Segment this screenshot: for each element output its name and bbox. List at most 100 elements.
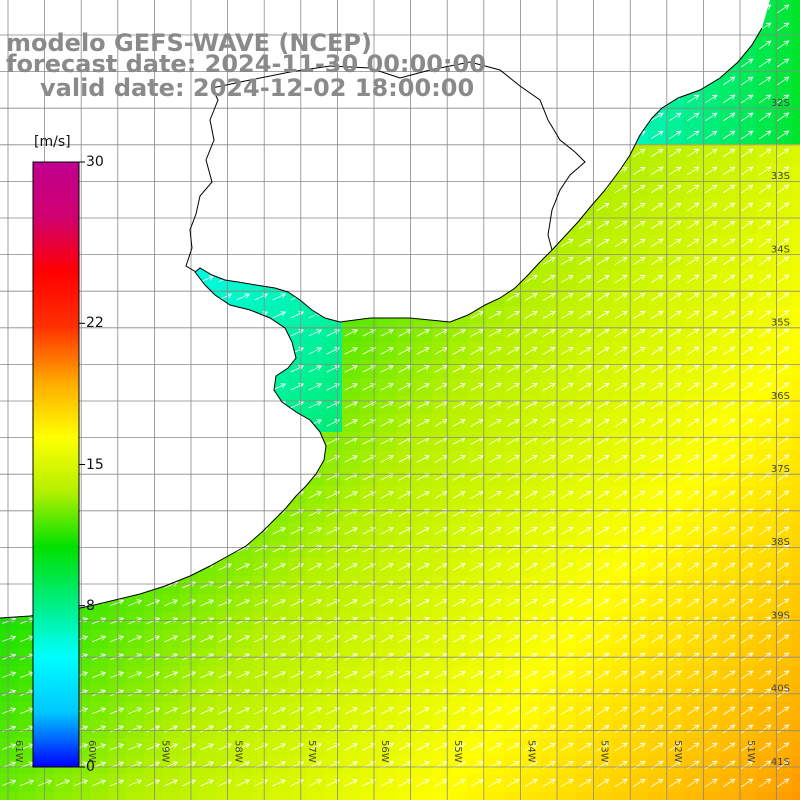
wind-arrow: [524, 779, 538, 787]
wind-speed-cell: [792, 126, 800, 144]
wind-arrow: [614, 670, 628, 680]
wind-arrow: [758, 202, 772, 212]
wind-arrow: [722, 634, 736, 644]
wind-arrow: [542, 671, 556, 679]
wind-arrow: [542, 491, 556, 499]
wind-arrow: [92, 635, 107, 642]
wind-arrow: [110, 743, 125, 751]
wind-arrow: [506, 779, 520, 787]
wind-arrow: [218, 725, 233, 733]
wind-speed-cell: [450, 792, 468, 800]
wind-speed-cell: [792, 360, 800, 378]
wind-arrow: [200, 275, 215, 283]
wind-speed-cell: [486, 792, 504, 800]
wind-arrow: [632, 544, 646, 554]
wind-arrow: [686, 220, 700, 230]
longitude-label: 57W: [306, 740, 317, 763]
wind-arrow: [218, 689, 233, 697]
wind-arrow: [110, 599, 125, 607]
wind-arrow: [758, 310, 772, 320]
wind-arrow: [578, 256, 592, 265]
wind-arrow: [398, 689, 412, 697]
wind-arrow: [416, 599, 430, 607]
wind-arrow: [722, 490, 736, 500]
wind-arrow: [704, 112, 718, 122]
wind-arrow: [290, 743, 305, 751]
wind-arrow: [506, 545, 520, 553]
wind-arrow: [290, 635, 305, 643]
wind-arrow: [272, 635, 287, 643]
wind-arrow: [668, 130, 682, 140]
wind-arrow: [704, 526, 718, 536]
wind-arrow: [650, 112, 664, 122]
wind-arrow: [542, 725, 556, 733]
wind-arrow: [524, 563, 538, 571]
wind-arrow: [236, 671, 251, 679]
wind-arrow: [740, 238, 754, 248]
wind-arrow: [272, 527, 287, 535]
wind-arrow: [416, 725, 430, 733]
wind-arrow: [308, 743, 323, 751]
wind-arrow: [596, 220, 610, 229]
wind-arrow: [200, 725, 215, 733]
wind-arrow: [740, 634, 754, 644]
wind-arrow: [308, 491, 323, 499]
wind-arrow: [218, 779, 233, 787]
wind-arrow: [506, 311, 520, 319]
colorbar-tick-label: 30: [86, 154, 104, 170]
wind-arrow: [740, 220, 754, 230]
wind-arrow: [650, 274, 664, 284]
wind-arrow: [488, 383, 502, 391]
wind-arrow: [416, 545, 430, 553]
wind-arrow: [722, 706, 736, 716]
wind-arrow: [722, 310, 736, 320]
wind-arrow: [596, 292, 610, 301]
wind-arrow: [524, 473, 538, 481]
wind-arrow: [704, 562, 718, 572]
wind-arrow: [777, 724, 790, 734]
wind-arrow: [290, 779, 305, 787]
wind-arrow: [164, 743, 179, 751]
wind-arrow: [740, 256, 754, 266]
wind-arrow: [524, 725, 538, 733]
wind-arrow: [380, 689, 394, 697]
wind-arrow: [758, 562, 772, 572]
wind-arrow: [524, 527, 538, 535]
wind-arrow: [236, 293, 251, 301]
wind-arrow: [218, 743, 233, 751]
wind-arrow: [686, 292, 700, 302]
wind-speed-cell: [792, 144, 800, 162]
latitude-label: 33S: [771, 171, 790, 182]
wind-arrow: [488, 725, 502, 733]
wind-arrow: [380, 635, 394, 643]
wind-arrow: [632, 274, 646, 284]
wind-arrow: [777, 130, 790, 140]
wind-arrow: [614, 634, 628, 644]
wind-speed-cell: [792, 108, 800, 126]
wind-arrow: [344, 725, 359, 733]
wind-arrow: [758, 346, 772, 356]
wind-arrow: [488, 527, 502, 535]
wind-speed-cell: [378, 792, 396, 800]
wind-arrow: [650, 760, 664, 770]
wind-arrow: [290, 599, 305, 607]
wind-arrow: [524, 599, 538, 607]
wind-arrow: [650, 526, 664, 536]
wind-arrow: [542, 293, 556, 301]
wind-arrow: [740, 490, 754, 500]
wind-arrow: [740, 274, 754, 284]
wind-arrow: [380, 419, 394, 427]
wind-arrow: [596, 310, 610, 319]
wind-arrow: [686, 418, 700, 428]
wind-arrow: [596, 724, 610, 733]
wind-arrow: [686, 634, 700, 644]
wind-arrow: [182, 743, 197, 751]
wind-arrow: [542, 383, 556, 391]
wind-arrow: [380, 599, 394, 607]
wind-arrow: [362, 725, 376, 733]
wind-arrow: [182, 689, 197, 697]
wind-arrow: [722, 688, 736, 698]
wind-arrow: [578, 526, 592, 535]
wind-arrow: [416, 581, 430, 589]
wind-arrow: [777, 184, 790, 194]
